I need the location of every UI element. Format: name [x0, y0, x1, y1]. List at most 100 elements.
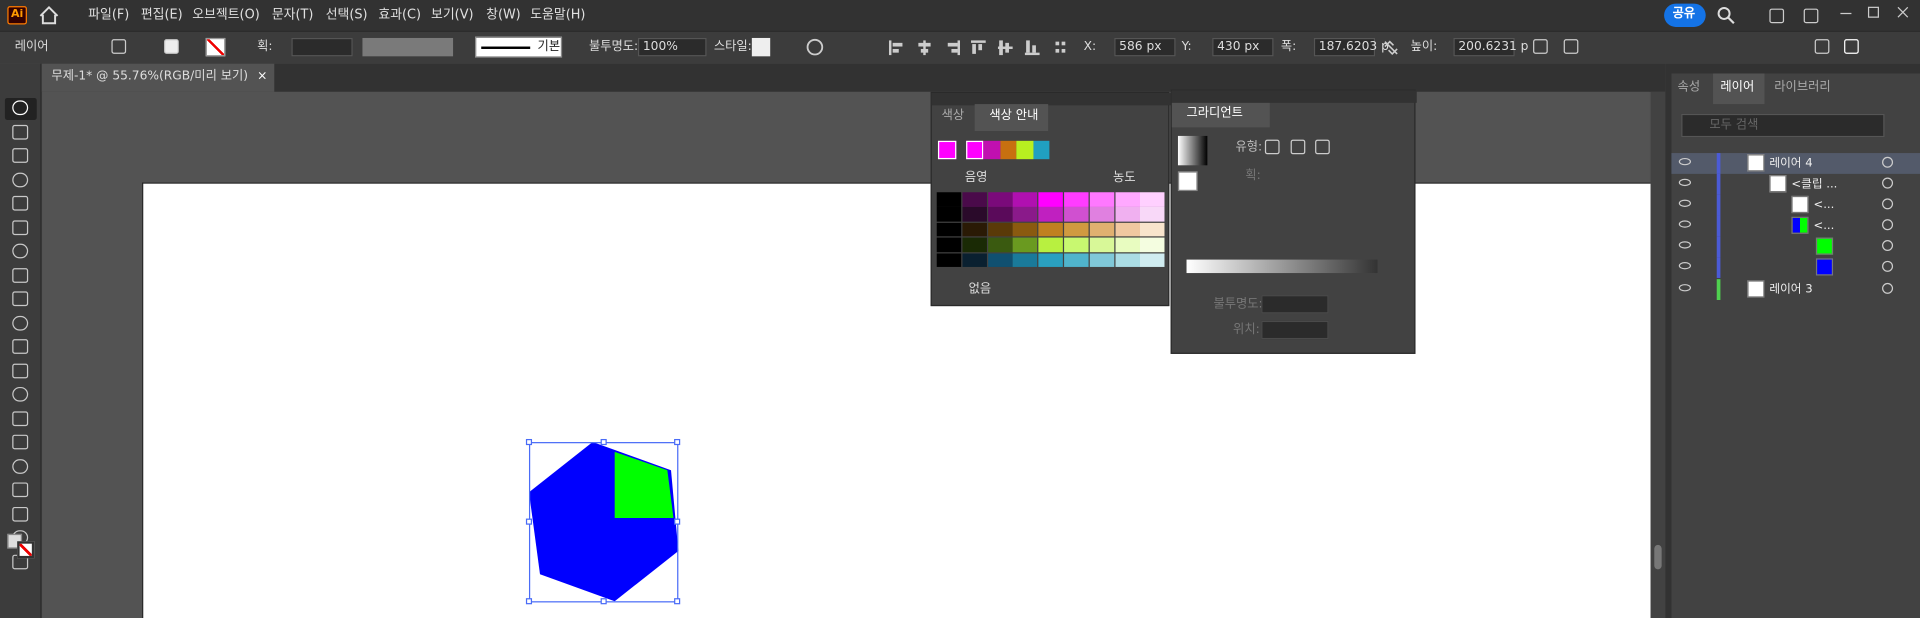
menu-item[interactable]: 오브젝트(O) [192, 7, 260, 23]
target-icon[interactable] [1882, 260, 1894, 272]
color-tab[interactable]: 색상 [941, 108, 965, 123]
tool-button[interactable] [12, 195, 29, 211]
menu-item[interactable]: 편집(E) [140, 7, 183, 23]
stroke-style[interactable]: 기본 [475, 36, 563, 58]
tool-button[interactable] [12, 506, 29, 522]
swatch[interactable] [936, 192, 962, 207]
home-icon[interactable] [39, 6, 59, 25]
swatch[interactable] [1089, 222, 1115, 237]
swatch[interactable] [1140, 192, 1165, 207]
swatch[interactable] [1038, 237, 1064, 252]
swatch[interactable] [1089, 192, 1115, 207]
swatch[interactable] [1115, 222, 1140, 237]
swatch[interactable] [1115, 192, 1140, 207]
visibility-toggle[interactable] [1678, 178, 1692, 187]
tool-button[interactable] [12, 267, 29, 283]
visibility-toggle[interactable] [1678, 199, 1692, 207]
layer-thumb[interactable] [1747, 280, 1765, 298]
hexagon[interactable] [528, 442, 679, 602]
stroke-weight-input[interactable] [291, 37, 353, 57]
swatch[interactable] [1064, 222, 1089, 237]
isolate-icon[interactable] [1563, 39, 1579, 54]
layer-name[interactable]: 레이어 3 [1769, 282, 1813, 297]
selection-handles[interactable] [525, 438, 681, 605]
target-icon[interactable] [1882, 282, 1894, 294]
menu-item[interactable]: 보기(V) [431, 7, 474, 23]
visibility-toggle[interactable] [1678, 241, 1692, 249]
swatch[interactable] [1013, 192, 1038, 207]
tool-button[interactable] [12, 148, 29, 163]
swatch[interactable] [1064, 192, 1089, 207]
swatch[interactable] [1089, 252, 1115, 268]
layer-thumb[interactable] [1769, 175, 1787, 193]
workspace-icon[interactable] [1803, 8, 1819, 24]
stroke-swatch[interactable] [205, 37, 226, 57]
panel-tab[interactable]: 라이브러리 [1774, 80, 1831, 95]
window-controls[interactable] [1837, 5, 1917, 22]
swatch[interactable] [1038, 252, 1064, 268]
target-icon[interactable] [1882, 240, 1894, 252]
swatch[interactable] [1115, 252, 1140, 268]
swatch[interactable] [1140, 252, 1165, 268]
swatch[interactable] [1013, 207, 1038, 222]
share-button[interactable]: 공유 [1664, 3, 1706, 27]
swatch[interactable] [1115, 237, 1140, 252]
search-icon[interactable] [1717, 6, 1735, 25]
layer-thumb[interactable] [1791, 195, 1809, 214]
app-logo[interactable]: Ai [7, 6, 27, 25]
style-swatch[interactable] [751, 37, 771, 57]
menu-item[interactable]: 도움말(H) [530, 7, 586, 23]
gradient-fill-swatch[interactable] [1177, 171, 1198, 192]
visibility-toggle[interactable] [1678, 157, 1692, 166]
tool-button[interactable] [12, 386, 29, 402]
target-icon[interactable] [1882, 198, 1894, 210]
tool-button[interactable] [12, 291, 29, 307]
menu-item[interactable]: 선택(S) [325, 7, 368, 23]
visibility-toggle[interactable] [1678, 220, 1692, 228]
layers-search[interactable]: 모두 검색 [1681, 113, 1885, 138]
swatch[interactable] [936, 222, 962, 237]
swatch[interactable] [1038, 207, 1064, 222]
layer-name[interactable]: 레이어 4 [1769, 156, 1813, 171]
panel-toggle-icon[interactable] [1814, 39, 1830, 54]
layer-name[interactable]: <... [1813, 219, 1835, 233]
swatch[interactable] [962, 192, 987, 207]
swatch[interactable] [1064, 237, 1089, 252]
swatch[interactable] [1064, 252, 1089, 268]
swatch[interactable] [1140, 222, 1165, 237]
panel-tab[interactable]: 레이어 [1720, 80, 1755, 95]
swatch[interactable] [987, 252, 1013, 268]
target-icon[interactable] [1882, 219, 1894, 231]
swatch[interactable] [987, 192, 1013, 207]
stroke-indicator[interactable] [17, 541, 35, 559]
layer-name[interactable]: <... [1813, 198, 1835, 212]
constrain-icon[interactable] [1382, 39, 1399, 56]
layer-name[interactable]: <클립 ... [1791, 177, 1838, 192]
menu-item[interactable]: 효과(C) [378, 7, 422, 23]
tool-button[interactable] [12, 315, 29, 331]
swatch[interactable] [1013, 237, 1038, 252]
selected-panel-icon[interactable] [1844, 39, 1859, 54]
document-tab-close[interactable]: × [257, 69, 268, 84]
swatch[interactable] [1064, 207, 1089, 222]
swatch[interactable] [1140, 237, 1165, 252]
layer-thumb[interactable] [1747, 154, 1765, 172]
tool-button[interactable] [12, 124, 29, 139]
gradient-slider[interactable] [1186, 259, 1378, 274]
linear-type[interactable] [1264, 139, 1280, 155]
tool-button[interactable] [12, 339, 29, 354]
swatch[interactable] [1140, 207, 1165, 222]
visibility-toggle[interactable] [1678, 284, 1692, 292]
color-guide-tab[interactable]: 색상 안내 [989, 108, 1039, 123]
transform-panel-icon[interactable] [1533, 39, 1548, 54]
freeform-type[interactable] [1315, 139, 1330, 155]
arrange-icon[interactable] [1769, 8, 1785, 24]
menu-item[interactable]: 파일(F) [88, 7, 130, 23]
tool-button[interactable] [12, 100, 29, 116]
layer-thumb[interactable] [1791, 216, 1809, 234]
layer-thumb[interactable] [1815, 237, 1834, 255]
height-input[interactable]: 200.6231 p [1453, 37, 1528, 57]
variable-width[interactable] [362, 37, 454, 57]
swatch[interactable] [962, 237, 987, 252]
swatch[interactable] [936, 237, 962, 252]
